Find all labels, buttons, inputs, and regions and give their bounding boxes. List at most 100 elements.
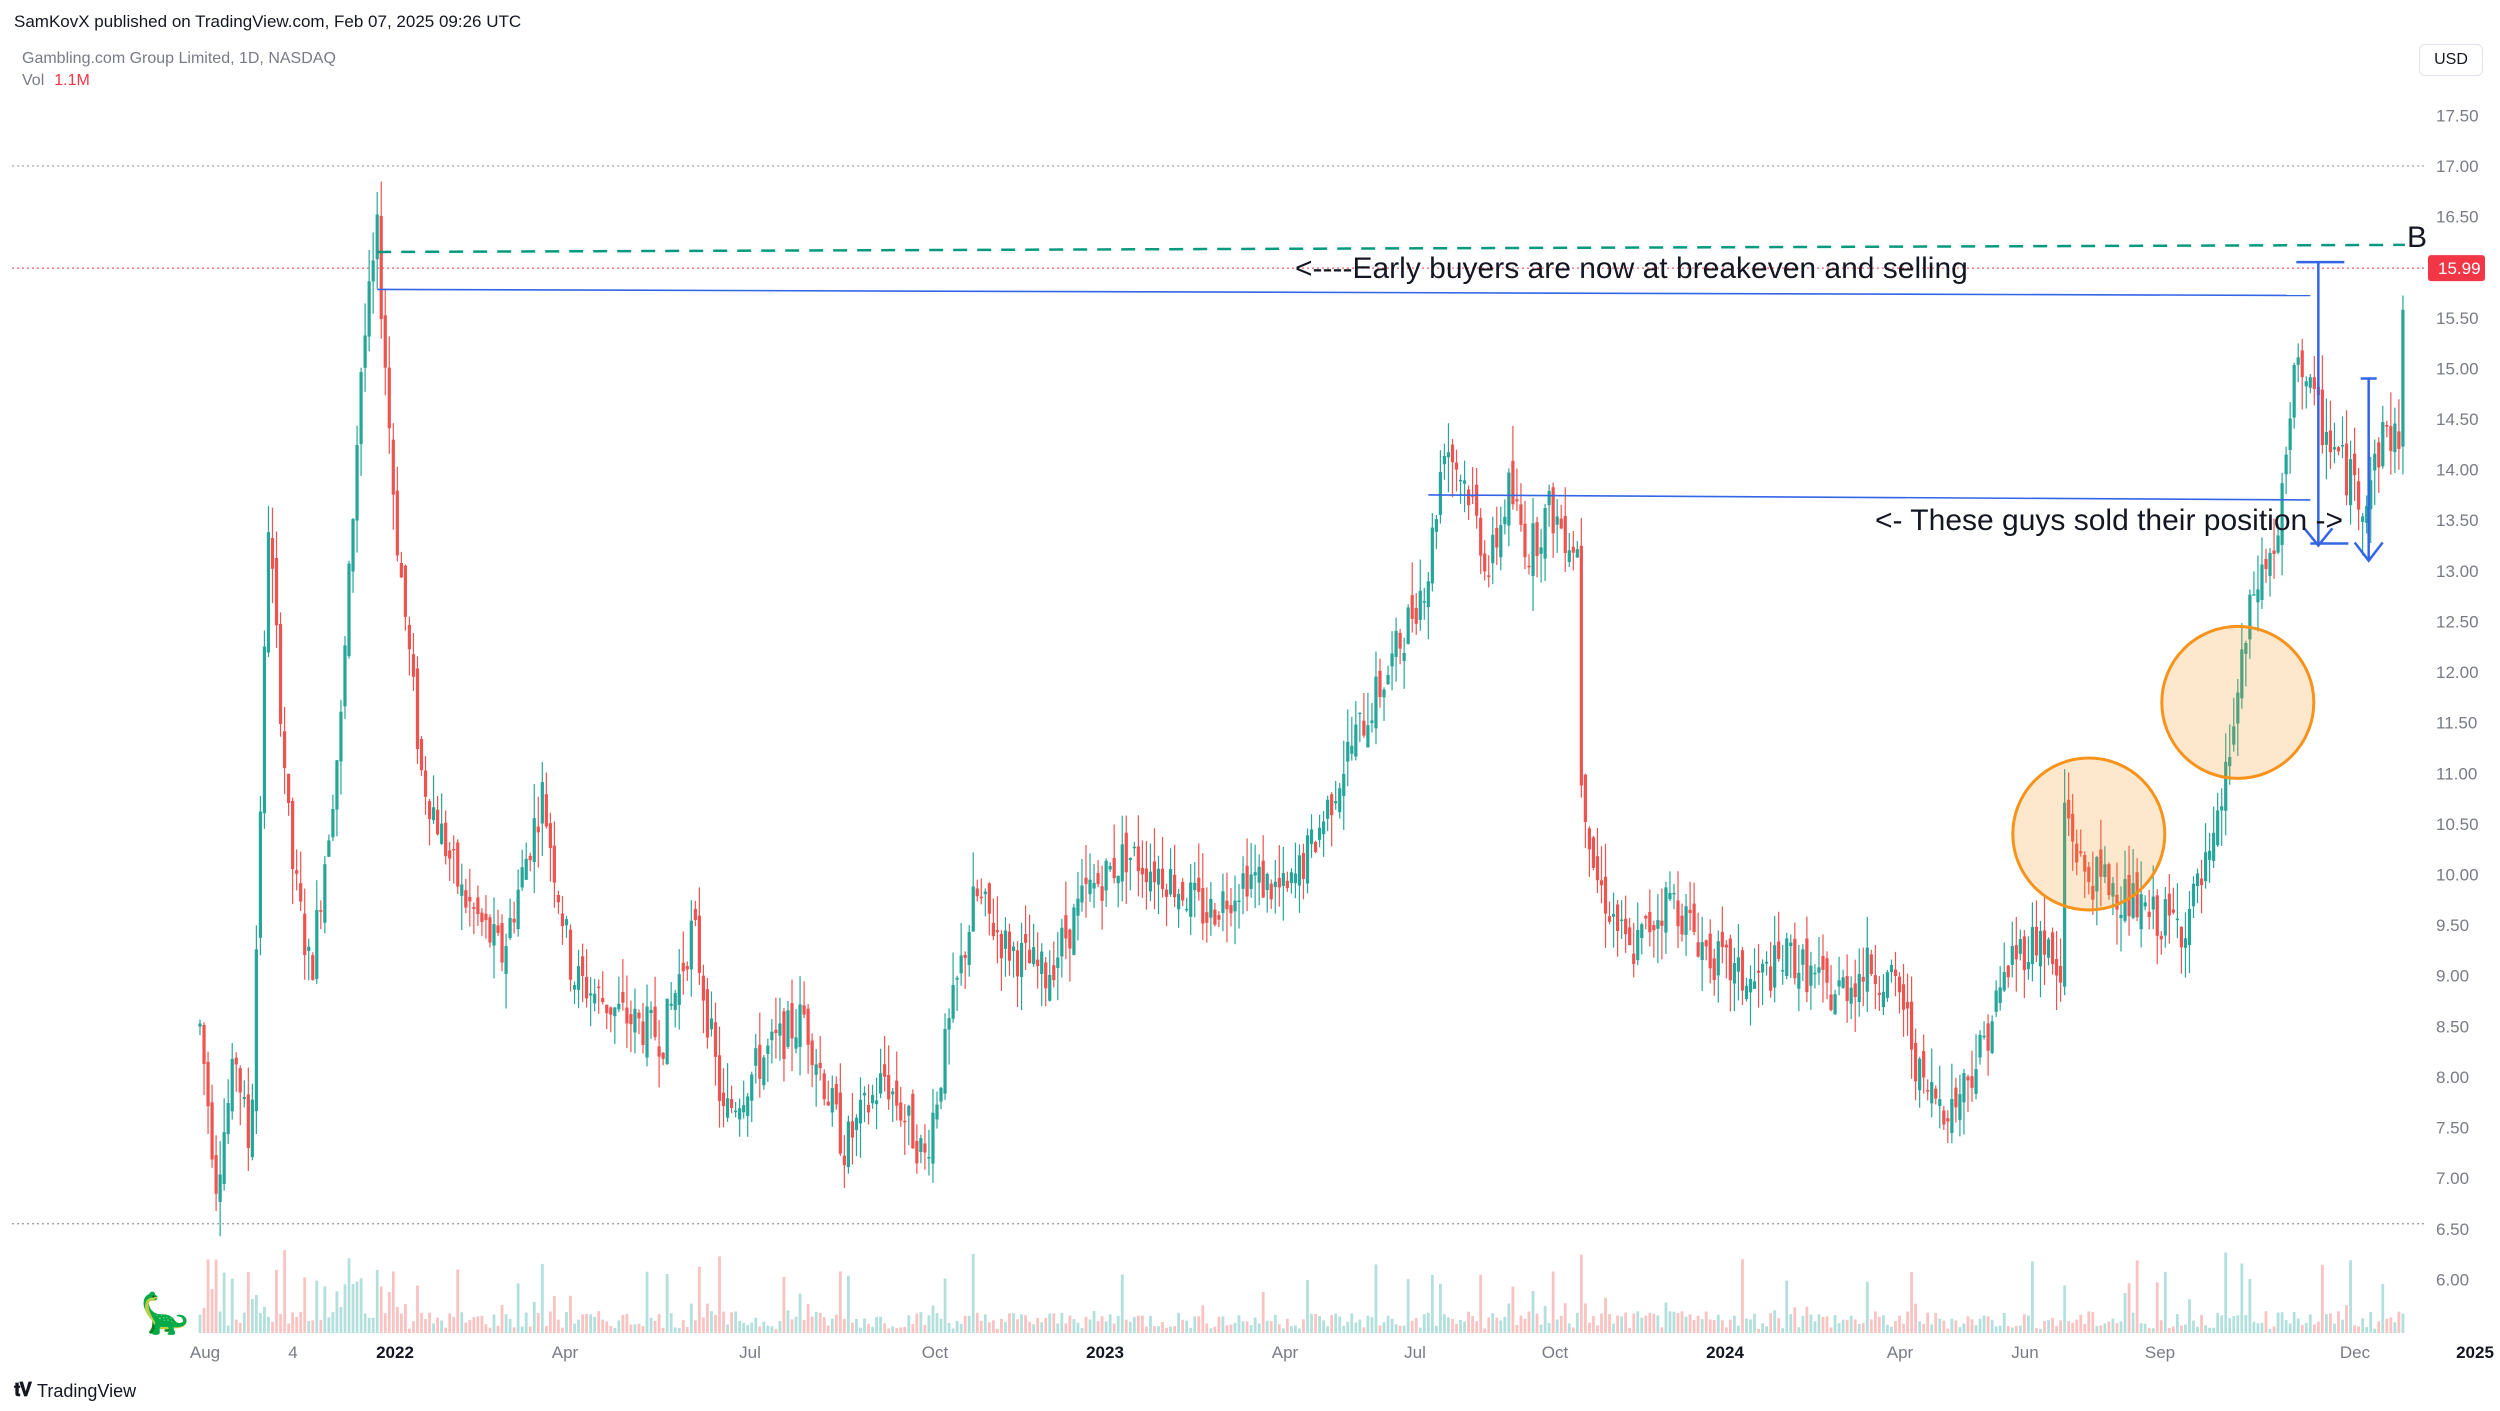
candle-body	[1946, 1118, 1950, 1122]
candle-body	[1108, 865, 1112, 870]
candle-body	[1942, 1110, 1946, 1125]
volume-bar	[1269, 1321, 1273, 1333]
volume-bar	[1426, 1312, 1430, 1333]
volume-bar	[387, 1292, 391, 1333]
candle-body	[1865, 947, 1869, 992]
volume-bar	[2373, 1328, 2377, 1333]
volume-bar	[210, 1289, 214, 1333]
volume-bar	[2252, 1321, 2256, 1333]
candle-body	[774, 1029, 778, 1034]
volume-bar	[2139, 1323, 2143, 1333]
candle-body	[1132, 846, 1136, 849]
volume-bar	[1575, 1312, 1579, 1333]
volume-bar	[2369, 1311, 2373, 1333]
candle-body	[911, 1093, 915, 1149]
candle-body	[2369, 480, 2373, 510]
dinosaur-icon[interactable]: 🦕	[140, 1292, 190, 1336]
candle-body	[1104, 860, 1108, 891]
volume-bar	[1447, 1317, 1450, 1333]
candle-body	[1680, 915, 1684, 935]
time-axis[interactable]: Aug 4 2022 Apr Jul Oct 2023 Apr Jul Oct 2024 Apr Jun…	[190, 1343, 2494, 1362]
candle-body	[1603, 876, 1608, 914]
volume-bar	[1281, 1328, 1285, 1333]
volume-bar	[2244, 1314, 2248, 1333]
candle-body	[198, 1023, 202, 1027]
volume-bar	[2220, 1315, 2224, 1333]
volume-bar	[1330, 1315, 1334, 1333]
candle-body	[1185, 908, 1189, 911]
candle-body	[1841, 977, 1845, 988]
candle-body	[782, 1011, 786, 1059]
volume-bar	[1716, 1314, 1720, 1333]
volume-bar	[2316, 1321, 2320, 1333]
candle-body	[1156, 868, 1161, 885]
candle-body	[2312, 377, 2316, 390]
volume-bar	[2099, 1325, 2103, 1333]
candle-body	[834, 1084, 838, 1105]
tradingview-logo[interactable]: 𝐭𝐕 TradingView	[14, 1380, 136, 1402]
volume-bar	[1906, 1311, 1909, 1333]
candle-body	[750, 1074, 754, 1101]
candle-body	[1015, 950, 1020, 977]
candle-body	[367, 281, 371, 337]
volume-bar	[311, 1320, 315, 1333]
volume-bar	[1221, 1316, 1225, 1333]
volume-bar	[689, 1303, 693, 1333]
candle-body	[2397, 431, 2401, 449]
volume-bar	[1080, 1328, 1084, 1333]
volume-bar	[1753, 1313, 1756, 1333]
candle-body	[2292, 365, 2296, 418]
volume-bar	[230, 1278, 234, 1333]
candle-body	[1205, 912, 1209, 923]
volume-bar	[2377, 1321, 2381, 1333]
candle-body	[307, 946, 311, 951]
volume-bar	[1567, 1323, 1571, 1333]
volume-bar	[830, 1318, 834, 1333]
candle-body	[1088, 879, 1092, 895]
volume-bar	[540, 1263, 544, 1333]
volume-bar	[657, 1313, 661, 1333]
volume-bar	[637, 1323, 641, 1333]
volume-bar	[2397, 1311, 2401, 1333]
candle-body	[568, 929, 573, 980]
volume-bar	[955, 1320, 959, 1333]
volume-bar	[1193, 1316, 1197, 1333]
volume-bar	[1386, 1315, 1390, 1333]
candle-body	[1382, 689, 1386, 698]
volume-bar	[2039, 1328, 2042, 1333]
candlesticks	[198, 181, 2405, 1237]
candle-body	[2256, 589, 2260, 603]
volume-bar	[685, 1327, 689, 1333]
candle-body	[1930, 1082, 1934, 1104]
candle-body	[1358, 712, 1362, 715]
time-tick-label: Apr	[1887, 1343, 1914, 1362]
candle-body	[1233, 900, 1237, 912]
price-tick-label: 8.50	[2436, 1017, 2469, 1036]
volume-bar	[1366, 1315, 1370, 1333]
currency-button[interactable]: USD	[2419, 44, 2483, 76]
volume-bar	[2171, 1326, 2175, 1333]
price-axis[interactable]: 17.5017.0016.5016.0015.5015.0014.5014.00…	[2428, 106, 2485, 1289]
volume-bar	[935, 1313, 939, 1333]
volume-bar	[1761, 1323, 1764, 1333]
candle-body	[1293, 873, 1298, 884]
candle-body	[2216, 810, 2220, 846]
candle-body	[2046, 939, 2051, 958]
candle-body	[2328, 430, 2333, 453]
volume-bar	[2175, 1314, 2179, 1333]
volume-bar	[1998, 1325, 2002, 1333]
candle-body	[858, 1099, 863, 1124]
volume-bar	[2353, 1325, 2356, 1333]
candle-body	[770, 1031, 774, 1041]
volume-bar	[1495, 1317, 1499, 1333]
candle-body	[754, 1048, 758, 1066]
volume-bar	[198, 1314, 202, 1333]
volume-bars	[198, 1250, 2405, 1333]
candle-body	[1487, 575, 1491, 577]
candle-body	[818, 1062, 822, 1069]
candle-body	[484, 913, 488, 921]
volume-bar	[1390, 1318, 1394, 1333]
candle-body	[2195, 873, 2200, 887]
volume-bar	[2147, 1327, 2151, 1333]
